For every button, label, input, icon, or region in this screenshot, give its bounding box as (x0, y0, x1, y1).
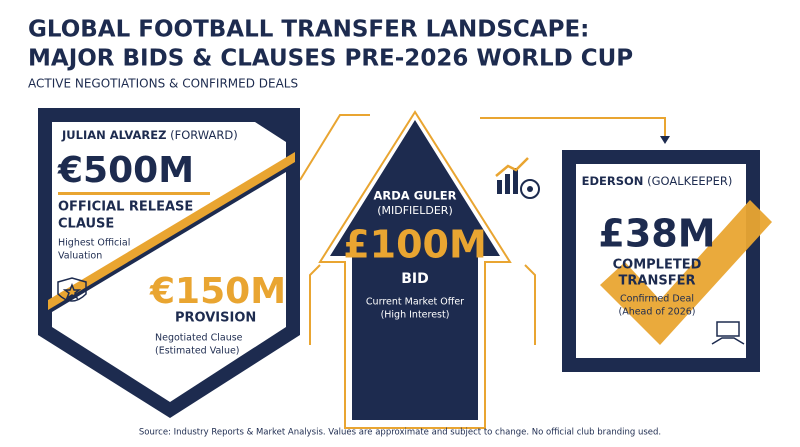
amount: €500M (57, 150, 194, 191)
amount: €150M (149, 271, 286, 312)
label: BID (401, 271, 429, 287)
position: (MIDFIELDER) (377, 204, 453, 217)
subtitle: ACTIVE NEGOTIATIONS & CONFIRMED DEALS (28, 77, 298, 91)
connectors (299, 114, 666, 345)
label: PROVISION (175, 311, 256, 326)
player: JULIAN ALVAREZ (61, 128, 166, 142)
chart-icon (495, 157, 540, 199)
note: (High Interest) (381, 310, 450, 321)
shield-inner (52, 172, 286, 402)
amount: £38M (598, 212, 715, 256)
label: TRANSFER (619, 274, 696, 289)
player: EDERSON (582, 174, 644, 188)
corner (255, 122, 286, 142)
underline (58, 192, 210, 195)
arrow-outline (318, 110, 512, 429)
position: (FORWARD) (170, 128, 238, 142)
shield-inner (52, 122, 286, 300)
position: (GOALKEEPER) (647, 174, 732, 188)
note: Current Market Offer (366, 297, 464, 308)
footer: Source: Industry Reports & Market Analys… (139, 428, 661, 438)
arrow (330, 120, 500, 420)
gold-stripe (48, 152, 295, 310)
label: OFFICIAL RELEASE (58, 200, 193, 215)
badge-icon (57, 277, 87, 302)
title-line: MAJOR BIDS & CLAUSES PRE-2026 WORLD CUP (28, 46, 633, 72)
label: COMPLETED (613, 258, 702, 273)
note: Negotiated Clause (155, 333, 243, 344)
label: CLAUSE (58, 217, 114, 232)
note: Highest Official (58, 238, 130, 249)
note: Valuation (58, 251, 102, 262)
player: ARDA GULER (373, 189, 456, 203)
note: (Ahead of 2026) (618, 307, 695, 318)
checkmark (600, 200, 772, 345)
note: (Estimated Value) (155, 346, 240, 357)
note: Confirmed Deal (620, 294, 694, 305)
player-name: JULIAN ALVAREZ (FORWARD) (61, 128, 238, 142)
amount: £100M (343, 223, 487, 267)
title-line: GLOBAL FOOTBALL TRANSFER LANDSCAPE: (28, 17, 589, 43)
arrow-head (660, 136, 670, 144)
handshake-icon (711, 321, 745, 345)
player-name: EDERSON (GOALKEEPER) (582, 174, 733, 188)
